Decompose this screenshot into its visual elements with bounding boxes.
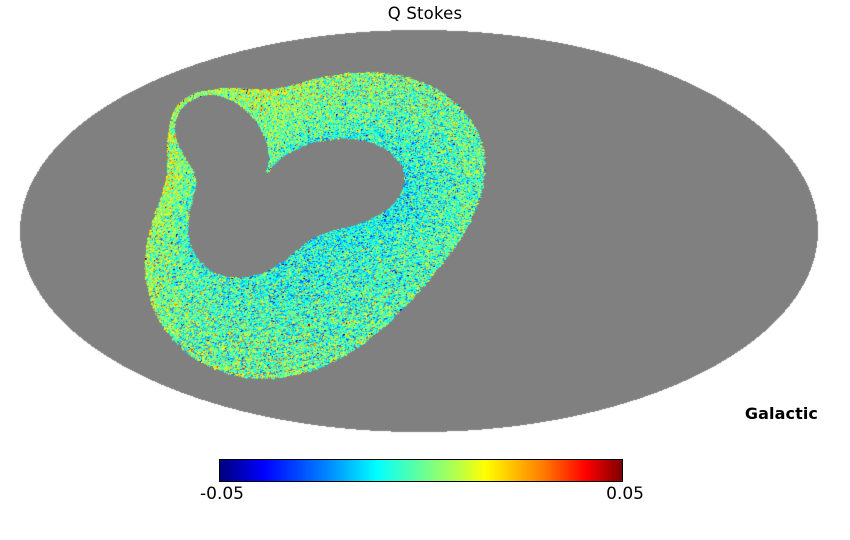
coordinate-system-label: Galactic	[744, 404, 818, 423]
colorbar-max-tick: 0.05	[606, 484, 644, 504]
colorbar-gradient	[219, 459, 623, 482]
colorbar	[219, 459, 623, 482]
colorbar-min-tick: -0.05	[200, 484, 244, 504]
